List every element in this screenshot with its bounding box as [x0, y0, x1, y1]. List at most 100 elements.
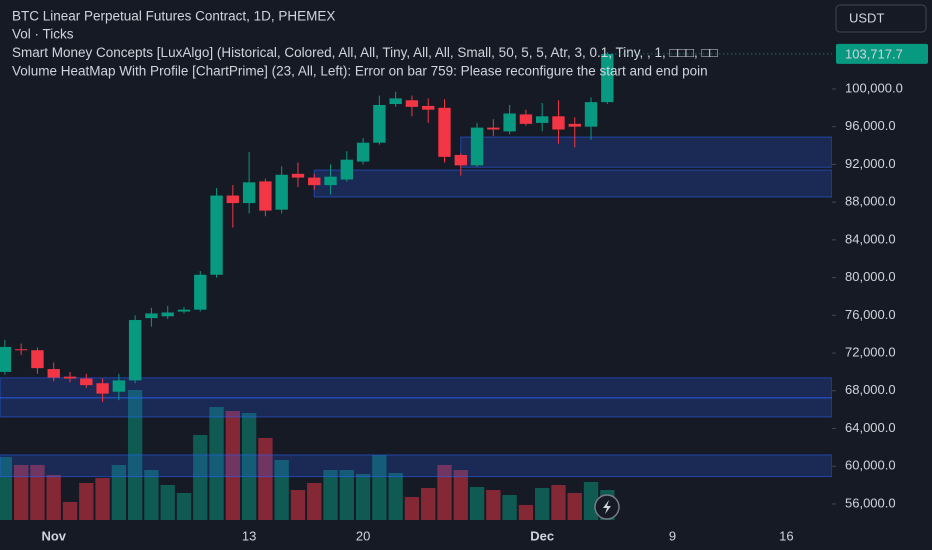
volume-bar [518, 505, 534, 520]
y-tick-label: 72,000.0 [845, 344, 896, 359]
volume-bar [388, 473, 403, 520]
volume-bar [95, 478, 110, 520]
volume-bar [14, 465, 29, 520]
candle-body [259, 181, 272, 211]
candle-body [210, 195, 223, 275]
volume-bar [160, 485, 175, 520]
legend-line: Vol · Ticks [12, 27, 74, 42]
x-tick-label: 13 [242, 528, 256, 543]
candle-body [487, 127, 500, 130]
order-block-zone [0, 397, 832, 418]
candle-body [0, 346, 12, 372]
y-tick-label: 80,000.0 [845, 269, 896, 284]
candle-body [14, 349, 28, 351]
candle-body [601, 53, 614, 103]
candle-body [177, 309, 191, 312]
y-tick-label: 88,000.0 [845, 194, 896, 209]
legend: BTC Linear Perpetual Futures Contract, 1… [12, 9, 718, 79]
x-tick-label: Nov [41, 528, 66, 543]
candle-body [405, 100, 419, 107]
y-tick-label: 76,000.0 [845, 307, 896, 322]
candle-body [31, 350, 44, 369]
volume-bar [30, 465, 45, 520]
volume-bar [502, 495, 517, 520]
y-tick-label: 84,000.0 [845, 231, 896, 246]
y-tick-label: 92,000.0 [845, 156, 896, 171]
volume-bar [469, 487, 485, 520]
chart-title: BTC Linear Perpetual Futures Contract, 1… [12, 9, 335, 24]
candle-body [112, 380, 126, 392]
y-tick-label: 56,000.0 [845, 495, 896, 510]
x-tick-label: Dec [530, 528, 554, 543]
volume-bar [46, 475, 61, 520]
candle-body [194, 274, 207, 310]
volume-bar [437, 465, 452, 520]
volume-bar [225, 411, 240, 520]
candle-body [80, 378, 93, 386]
y-tick-label: 100,000.0 [845, 80, 903, 95]
volume-bar [551, 485, 566, 520]
order-block-zone [460, 136, 832, 168]
candle-body [470, 127, 484, 166]
volume-bar [307, 483, 322, 520]
order-block-zone [0, 454, 832, 478]
candle-body [242, 182, 256, 204]
replay-icon[interactable] [594, 494, 620, 520]
volume-bar [111, 465, 127, 520]
volume-bar [404, 497, 420, 520]
volume-bar [0, 457, 13, 520]
candle-body [161, 312, 174, 317]
candle-body [145, 313, 158, 319]
volume-bar [535, 488, 550, 520]
candle-body [373, 104, 386, 143]
volume-bar [193, 435, 208, 520]
candle-body [63, 376, 77, 379]
volume-bar [583, 482, 599, 520]
y-tick-label: 64,000.0 [845, 420, 896, 435]
volume-bar [258, 438, 273, 520]
y-tick-label: 60,000.0 [845, 458, 896, 473]
volume-bar [421, 488, 436, 520]
volume-bar [339, 470, 354, 520]
plot-area [0, 52, 832, 520]
currency-label[interactable]: USDT [849, 10, 884, 25]
last-price-badge [836, 43, 928, 64]
last-price-label: 103,717.7 [845, 46, 903, 61]
candle-body [96, 383, 109, 394]
candle-body [422, 105, 435, 110]
legend-line: Smart Money Concepts [LuxAlgo] (Historic… [12, 45, 718, 60]
candle-body [552, 116, 565, 130]
candle-body [324, 176, 337, 186]
candle-body [519, 114, 533, 124]
candle-body [340, 159, 353, 180]
candle-body [47, 369, 60, 378]
legend-line: Volume HeatMap With Profile [ChartPrime]… [12, 64, 708, 79]
candle-body [438, 107, 451, 157]
volume-bar [79, 483, 94, 520]
x-tick-label: 9 [669, 528, 676, 543]
currency-button[interactable] [835, 4, 927, 33]
volume-bar [486, 490, 501, 520]
volume-bar [241, 413, 257, 520]
volume-bar [274, 460, 289, 520]
candle-body [535, 116, 549, 123]
y-tick-label: 96,000.0 [845, 118, 896, 133]
candle-body [291, 173, 305, 178]
candle-body [584, 102, 598, 127]
volume-bar [355, 474, 371, 520]
candle-body [308, 177, 321, 186]
volume-bar [144, 470, 159, 520]
candle-body [128, 320, 142, 381]
x-tick-label: 16 [779, 528, 793, 543]
volume-bar [62, 502, 78, 520]
volume-bar [567, 493, 582, 520]
candle-body [389, 98, 402, 105]
candle-body [503, 113, 516, 132]
y-tick-label: 68,000.0 [845, 382, 896, 397]
candle-body [226, 195, 240, 204]
volume-bar [372, 455, 387, 520]
volume-bar [176, 493, 192, 520]
